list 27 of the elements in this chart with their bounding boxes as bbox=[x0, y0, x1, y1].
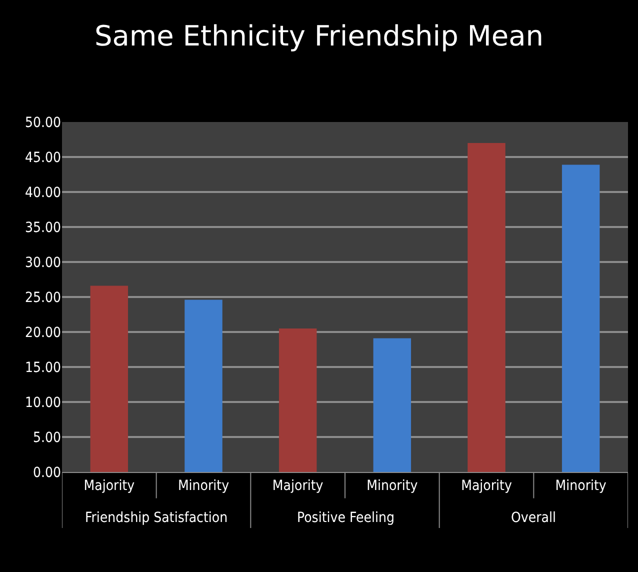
chart-title: Same Ethnicity Friendship Mean bbox=[94, 19, 544, 52]
y-tick-label: 5.00 bbox=[32, 430, 61, 446]
y-tick-label: 20.00 bbox=[24, 324, 61, 341]
y-tick-label: 0.00 bbox=[32, 464, 61, 481]
bar bbox=[562, 164, 600, 472]
text: Overall bbox=[511, 510, 556, 526]
y-tick-label: 25.00 bbox=[24, 290, 61, 306]
bar bbox=[90, 286, 128, 472]
y-tick-label: 35.00 bbox=[24, 220, 61, 236]
x-tick-label: Minority bbox=[178, 478, 230, 494]
y-tick-label: 50.00 bbox=[24, 114, 61, 131]
x-tick-label: Majority bbox=[84, 478, 136, 494]
bar bbox=[373, 338, 412, 472]
bar bbox=[468, 143, 506, 472]
y-tick-label: 30.00 bbox=[24, 254, 61, 271]
y-tick-label: 45.00 bbox=[24, 150, 61, 166]
bar bbox=[184, 300, 222, 472]
x-tick-label: Majority bbox=[461, 478, 512, 494]
x-tick-label: Minority bbox=[555, 478, 607, 494]
y-tick-label: 10.00 bbox=[24, 394, 61, 411]
y-tick-label: 15.00 bbox=[24, 360, 61, 376]
x-tick-label: Minority bbox=[366, 478, 418, 494]
y-tick-label: 40.00 bbox=[24, 184, 61, 201]
x-tick-label: Majority bbox=[272, 478, 324, 494]
text: Friendship Satisfaction bbox=[85, 510, 228, 526]
text: Positive Feeling bbox=[297, 510, 394, 526]
bar bbox=[278, 328, 317, 472]
